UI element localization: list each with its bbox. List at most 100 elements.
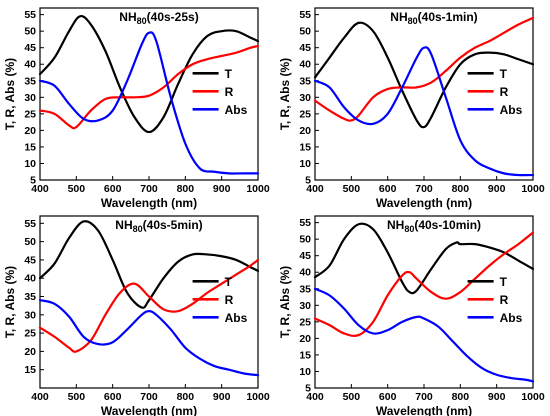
x-tick-label: 900 — [213, 391, 231, 403]
legend-label-abs: Abs — [225, 311, 248, 325]
y-tick-label: 30 — [299, 300, 311, 312]
y-tick-label: 30 — [24, 92, 36, 104]
x-tick-label: 600 — [379, 391, 397, 403]
chart-title-main: NH — [387, 218, 404, 232]
chart-title-subscript: 80 — [404, 224, 414, 234]
legend-label-r: R — [225, 85, 234, 99]
y-tick-label: 45 — [299, 250, 311, 262]
x-tick-label: 400 — [31, 391, 49, 403]
x-tick-label: 400 — [306, 183, 324, 195]
y-tick-label: 35 — [299, 283, 311, 295]
x-tick-label: 500 — [343, 391, 361, 403]
chart-panel-nh80-40s-10min: 400 500 600 700 800 900 1000 5 10 15 20 25 30 35 40 45 5… — [278, 215, 545, 416]
chart-title-main: NH — [119, 10, 136, 24]
chart-title-subscript: 80 — [133, 224, 143, 234]
chart-title-subscript: 80 — [408, 16, 418, 26]
chart-title-condition: (40s-5min) — [143, 218, 203, 232]
y-tick-label: 55 — [24, 9, 36, 21]
y-tick-label: 40 — [24, 273, 36, 285]
x-tick-label: 800 — [452, 391, 470, 403]
y-axis-title: T, R, Abs (%) — [3, 266, 17, 338]
plot-frame — [314, 215, 534, 389]
y-tick-label: 25 — [24, 328, 36, 340]
y-tick-label: 40 — [24, 59, 36, 71]
x-tick-label: 800 — [452, 183, 470, 195]
y-tick-label: 25 — [299, 108, 311, 120]
y-tick-label: 25 — [299, 316, 311, 328]
series-line-abs — [313, 287, 535, 383]
y-tick-label: 5 — [305, 383, 311, 395]
x-tick-label: 700 — [415, 183, 433, 195]
x-tick-label: 1000 — [521, 183, 545, 195]
x-tick-label: 600 — [379, 183, 397, 195]
y-tick-label: 30 — [24, 309, 36, 321]
legend-label-abs: Abs — [225, 103, 248, 117]
x-tick-label: 900 — [488, 391, 506, 403]
series-line-r — [313, 16, 535, 122]
y-tick-label: 10 — [299, 366, 311, 378]
y-tick-label: 15 — [299, 141, 311, 153]
chart-title: NH80(40s-10min) — [387, 218, 481, 234]
x-tick-label: 900 — [488, 183, 506, 195]
y-tick-label: 5 — [305, 175, 311, 187]
x-axis-title: Wavelength (nm) — [101, 404, 197, 416]
y-tick-label: 20 — [24, 125, 36, 137]
y-tick-label: 45 — [24, 42, 36, 54]
chart-title-main: NH — [390, 10, 407, 24]
y-tick-label: 15 — [24, 141, 36, 153]
plot-frame — [39, 7, 259, 181]
legend-label-r: R — [500, 293, 509, 307]
series-line-r — [38, 44, 260, 130]
series-line-r — [313, 231, 535, 337]
x-axis-title: Wavelength (nm) — [376, 196, 472, 210]
chart-title-condition: (40s-1min) — [418, 10, 478, 24]
y-tick-label: 50 — [24, 26, 36, 38]
series-line-r — [38, 258, 260, 353]
legend-label-t: T — [500, 67, 508, 81]
chart-title-condition: (40s-10min) — [414, 218, 481, 232]
y-tick-label: 45 — [299, 42, 311, 54]
y-tick-label: 20 — [299, 333, 311, 345]
legend-label-t: T — [500, 275, 508, 289]
y-axis-title: T, R, Abs (%) — [278, 266, 292, 338]
chart-title: NH80(40s-25s) — [119, 10, 198, 26]
y-tick-label: 20 — [24, 346, 36, 358]
legend-label-r: R — [500, 85, 509, 99]
chart-title-main: NH — [115, 218, 132, 232]
x-tick-label: 900 — [213, 183, 231, 195]
x-tick-label: 400 — [31, 183, 49, 195]
series-line-abs — [38, 299, 260, 377]
y-tick-label: 50 — [24, 236, 36, 248]
series-line-t — [38, 14, 260, 134]
x-tick-label: 800 — [177, 391, 195, 403]
y-tick-label: 25 — [24, 108, 36, 120]
x-tick-label: 600 — [104, 391, 122, 403]
x-tick-label: 500 — [68, 391, 86, 403]
series-line-t — [313, 222, 535, 295]
y-axis-title: T, R, Abs (%) — [3, 58, 17, 130]
y-tick-label: 40 — [299, 267, 311, 279]
legend-label-r: R — [225, 293, 234, 307]
y-tick-label: 50 — [299, 26, 311, 38]
chart-panel-nh80-40s-1min: 400 500 600 700 800 900 1000 5 10 15 20 25 30 35 40 45 5… — [278, 7, 545, 210]
y-tick-label: 55 — [299, 9, 311, 21]
y-tick-label: 40 — [299, 59, 311, 71]
y-tick-label: 55 — [24, 218, 36, 230]
x-tick-label: 400 — [306, 391, 324, 403]
chart-panel-nh80-40s-5min: 400 500 600 700 800 900 1000 15 20 25 30 35 40 45 50 55… — [3, 215, 270, 416]
x-axis-title: Wavelength (nm) — [376, 404, 472, 416]
legend-label-abs: Abs — [500, 311, 523, 325]
y-tick-label: 35 — [299, 75, 311, 87]
legend-label-t: T — [225, 67, 233, 81]
y-tick-label: 30 — [299, 92, 311, 104]
x-tick-label: 700 — [415, 391, 433, 403]
y-tick-label: 50 — [299, 234, 311, 246]
x-tick-label: 800 — [177, 183, 195, 195]
x-tick-label: 1000 — [521, 391, 545, 403]
legend-label-abs: Abs — [500, 103, 523, 117]
y-tick-label: 55 — [299, 217, 311, 229]
chart-title-subscript: 80 — [137, 16, 147, 26]
y-tick-label: 35 — [24, 291, 36, 303]
y-tick-label: 35 — [24, 75, 36, 87]
